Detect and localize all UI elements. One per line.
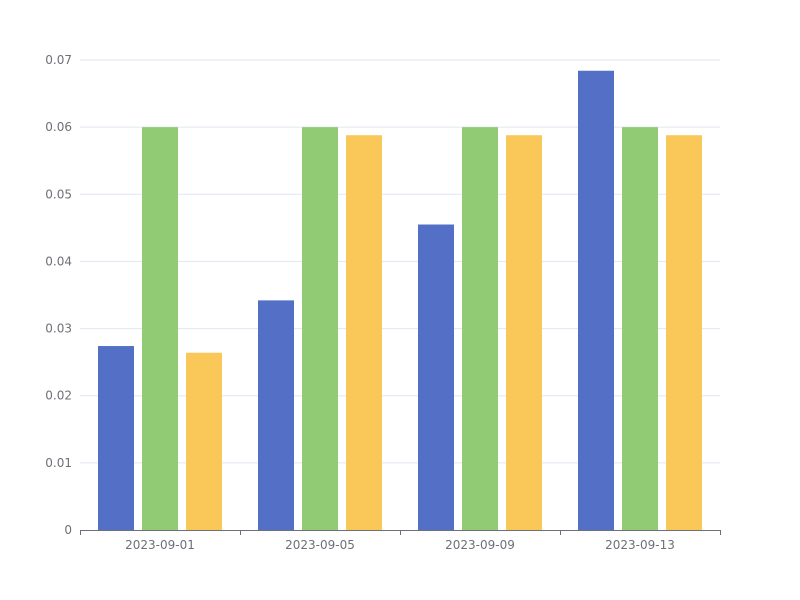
axes [80,530,721,535]
x-tick-label: 2023-09-09 [445,538,515,552]
y-tick-label: 0.03 [45,322,72,336]
bar-series-3-2023-09-05 [346,135,382,530]
bar-series-3-2023-09-09 [506,135,542,530]
bar-series-3-2023-09-01 [186,352,222,530]
x-tick-label: 2023-09-13 [605,538,675,552]
y-tick-label: 0.06 [45,120,72,134]
y-tick-label: 0 [64,523,72,537]
bar-series-2-2023-09-05 [302,127,338,531]
y-tick-label: 0.01 [45,456,72,470]
bar-series-2-2023-09-01 [142,127,178,531]
y-tick-label: 0.04 [45,254,72,268]
bar-series-3-2023-09-13 [666,135,702,530]
bar-series-1-2023-09-05 [258,300,294,530]
x-tick-label: 2023-09-01 [125,538,195,552]
bars [98,70,702,531]
bar-series-1-2023-09-01 [98,346,134,530]
bar-series-1-2023-09-13 [578,70,614,530]
bar-series-1-2023-09-09 [418,224,454,530]
x-tick-label: 2023-09-05 [285,538,355,552]
tick-labels: 0 0.01 0.02 0.03 0.04 0.05 0.06 0.07 2023-09-01 2… [45,53,675,552]
y-tick-label: 0.02 [45,389,72,403]
y-tick-label: 0.07 [45,53,72,67]
y-tick-label: 0.05 [45,187,72,201]
bar-series-2-2023-09-09 [462,127,498,531]
bar-series-2-2023-09-13 [622,127,658,531]
